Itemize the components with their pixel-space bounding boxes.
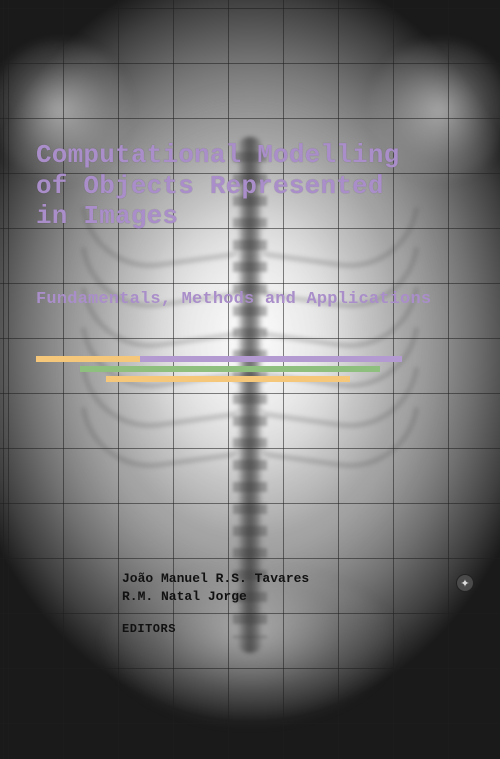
title-line: of Objects Represented xyxy=(36,171,460,202)
accent-bar xyxy=(80,366,380,372)
book-title: Computational Modelling of Objects Repre… xyxy=(36,140,460,232)
publisher-mark-icon: ✦ xyxy=(456,574,474,592)
author-name: R.M. Natal Jorge xyxy=(122,588,309,606)
accent-bar xyxy=(140,356,402,362)
book-cover: Computational Modelling of Objects Repre… xyxy=(0,0,500,759)
editors-label: EDITORS xyxy=(122,622,176,636)
accent-bars xyxy=(36,356,426,386)
book-subtitle: Fundamentals, Methods and Applications xyxy=(36,290,460,309)
author-block: João Manuel R.S. Tavares R.M. Natal Jorg… xyxy=(122,570,309,605)
title-line: Computational Modelling xyxy=(36,140,460,171)
author-name: João Manuel R.S. Tavares xyxy=(122,570,309,588)
title-line: in Images xyxy=(36,201,460,232)
accent-bar xyxy=(106,376,350,382)
